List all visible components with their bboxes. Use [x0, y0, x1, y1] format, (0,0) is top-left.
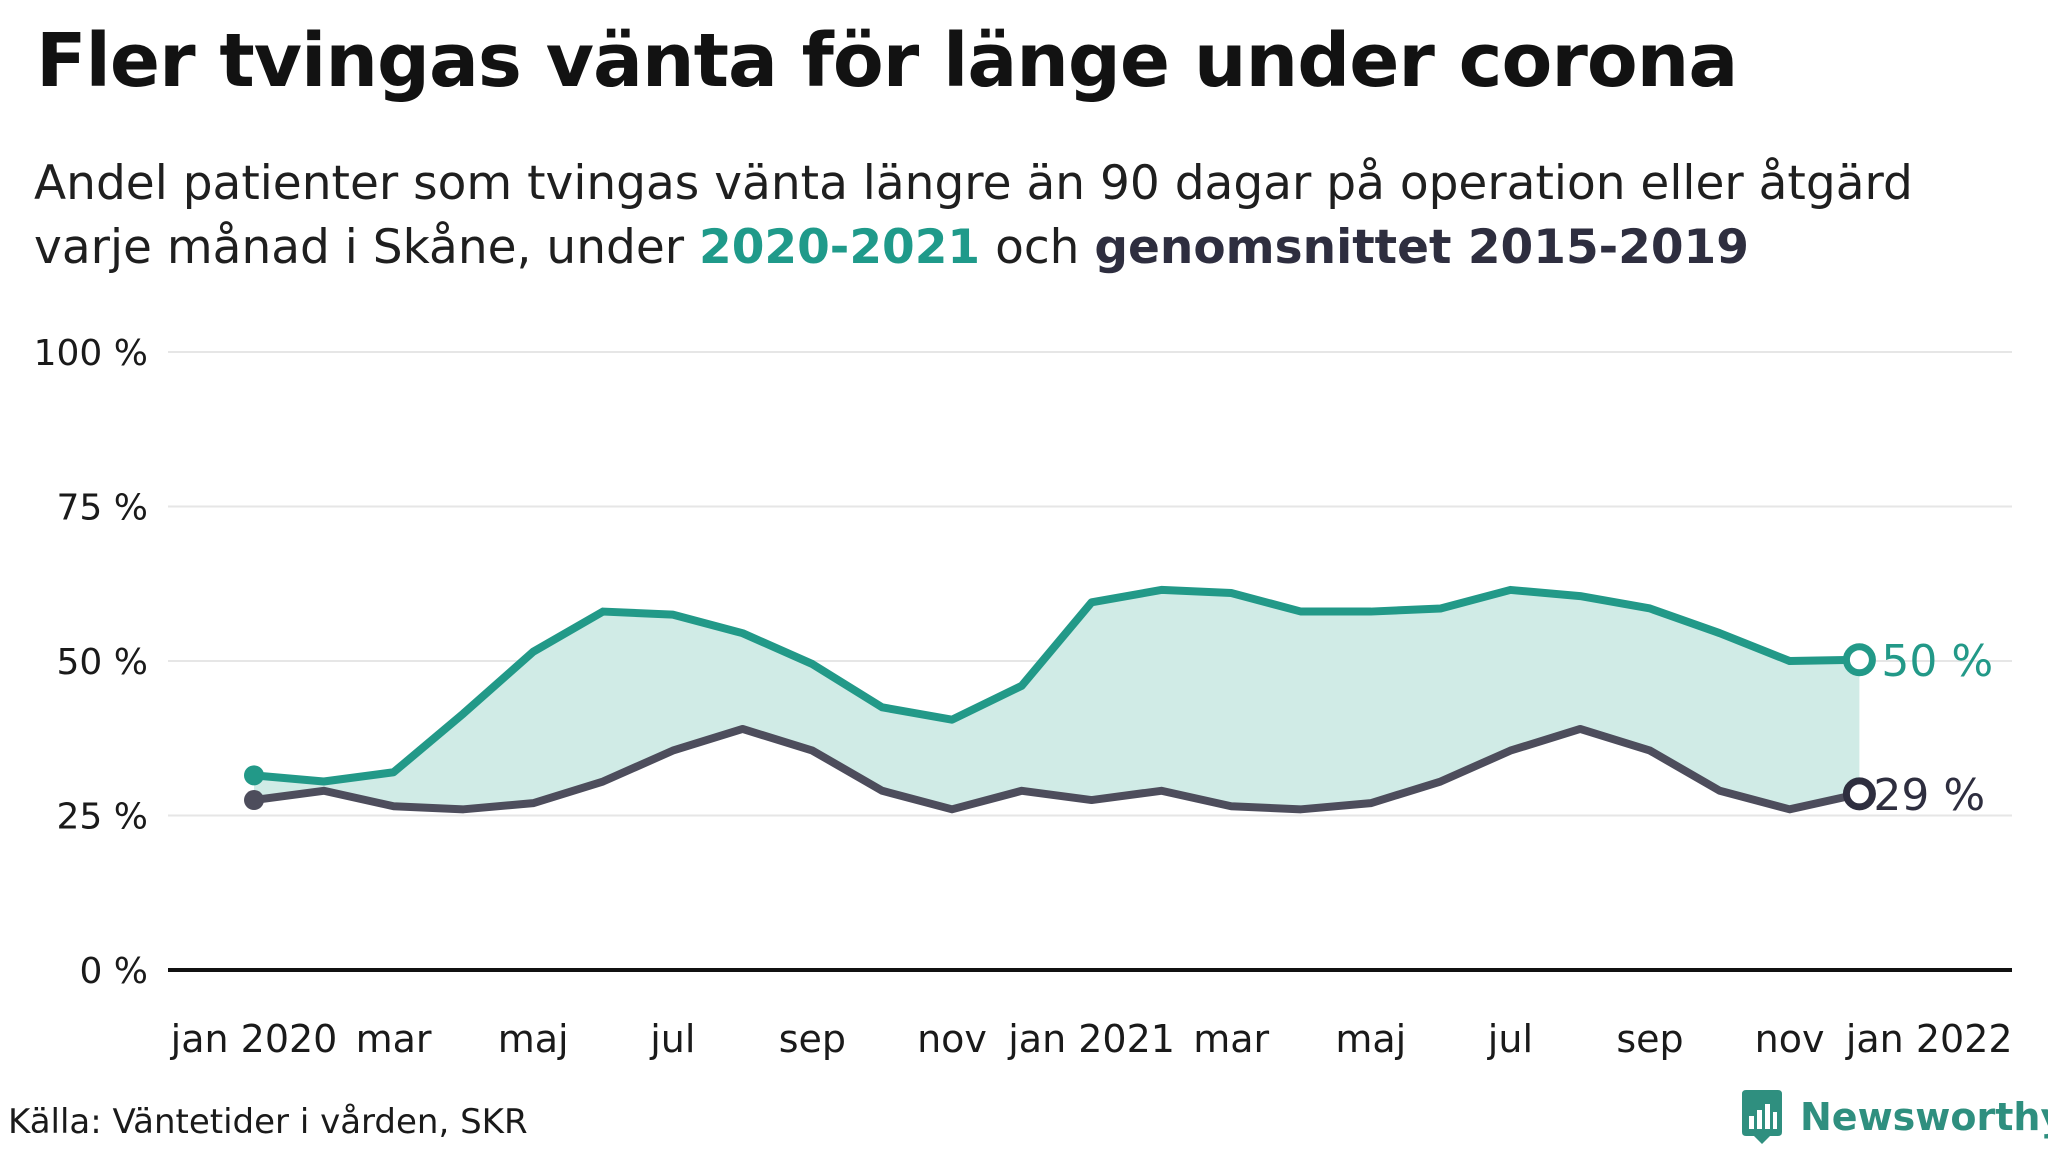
difference-area — [254, 589, 1860, 810]
y-tick-label: 50 % — [57, 642, 148, 683]
subtitle-middle: och — [980, 220, 1095, 275]
series-start-point-current — [244, 765, 264, 786]
newsworthy-logo-icon — [1742, 1090, 1782, 1144]
x-tick-label: sep — [779, 1017, 846, 1061]
chart-title: Fler tvingas vänta för länge under coron… — [36, 18, 1738, 104]
difference-area-fill — [254, 589, 1860, 810]
brand-name: Newsworthy — [1800, 1095, 2048, 1139]
x-tick-label: jul — [1487, 1017, 1533, 1061]
subtitle-highlight-current: 2020-2021 — [699, 220, 981, 275]
tick-labels: 0 % 25 % 50 % 75 % 100 % jan 2020 mar maj jul sep… — [34, 333, 2013, 1061]
series-points — [244, 643, 1876, 811]
end-label-current: 50 % — [1881, 636, 1993, 687]
x-tick-label: mar — [1193, 1017, 1269, 1061]
series-line-current — [250, 585, 1864, 786]
x-tick-label: jan 2020 — [170, 1017, 338, 1061]
x-tick-label: jul — [649, 1017, 695, 1061]
subtitle-line2-start: varje månad i Skåne, under — [34, 220, 699, 275]
x-tick-label: maj — [1335, 1017, 1406, 1061]
subtitle-line1: Andel patienter som tvingas vänta längre… — [34, 156, 1913, 211]
y-tick-label: 100 % — [34, 333, 148, 374]
subtitle-highlight-average: genomsnittet 2015-2019 — [1094, 220, 1749, 275]
series-lines — [250, 585, 1864, 814]
x-tick-label: mar — [356, 1017, 432, 1061]
x-tick-label: jan 2022 — [1845, 1017, 2013, 1061]
y-tick-label: 25 % — [57, 797, 148, 838]
y-tick-label: 0 % — [79, 951, 148, 992]
x-tick-label: sep — [1616, 1017, 1683, 1061]
brand: Newsworthy — [1740, 1090, 2048, 1144]
series-start-point-average — [244, 790, 264, 811]
line-chart: 0 % 25 % 50 % 75 % 100 % jan 2020 mar maj jul sep… — [34, 333, 2013, 1061]
series-end-point-average — [1842, 777, 1876, 811]
chart-subtitle: Andel patienter som tvingas vänta längre… — [34, 152, 2044, 280]
series-line-average — [250, 724, 1864, 814]
x-tick-label: jan 2021 — [1007, 1017, 1175, 1061]
source-note: Källa: Väntetider i vården, SKR — [8, 1102, 528, 1142]
x-tick-label: nov — [1755, 1017, 1825, 1061]
y-tick-label: 75 % — [57, 488, 148, 529]
x-tick-label: maj — [498, 1017, 569, 1061]
end-label-average: 29 % — [1873, 770, 1985, 821]
series-end-point-current — [1842, 643, 1876, 677]
x-tick-label: nov — [917, 1017, 987, 1061]
